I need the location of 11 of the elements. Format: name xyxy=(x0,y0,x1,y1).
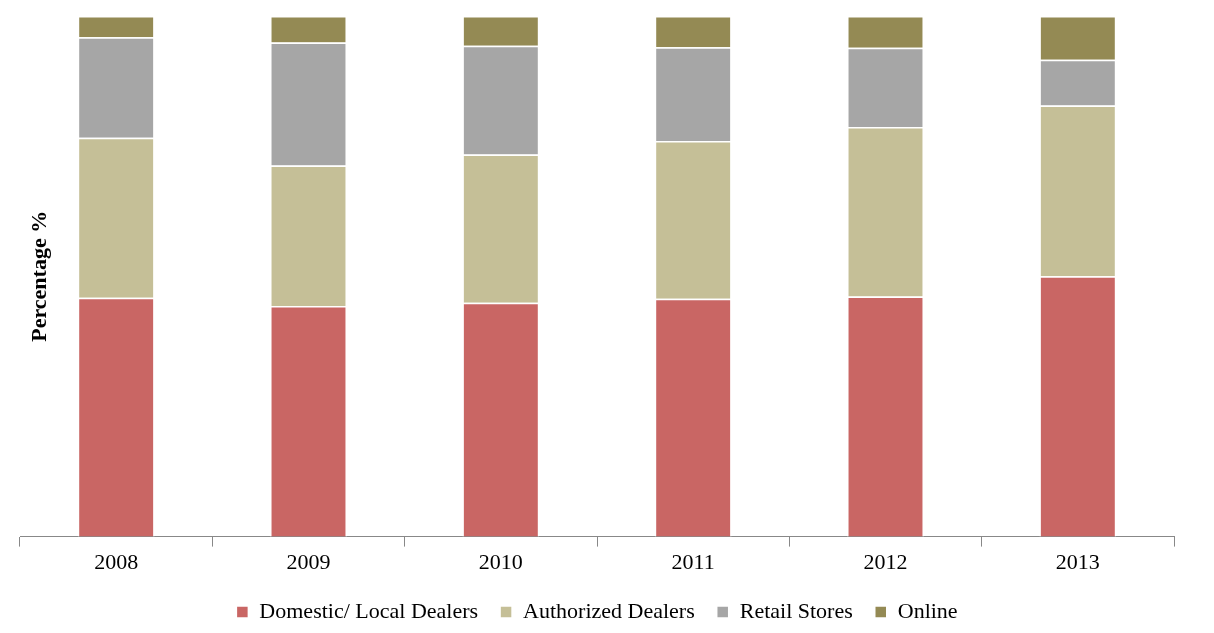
x-tick-label: 2010 xyxy=(478,548,523,574)
y-axis-title: Percentage % xyxy=(25,210,51,342)
legend-label: Domestic/ Local Dealers xyxy=(259,597,479,623)
x-tick-label: 2008 xyxy=(94,548,139,574)
legend-label: Online xyxy=(897,597,958,623)
legend-label: Authorized Dealers xyxy=(523,597,695,623)
x-tick-label: 2013 xyxy=(1055,548,1100,574)
legend-label: Retail Stores xyxy=(739,597,853,623)
x-tick-label: 2011 xyxy=(671,548,715,574)
x-tick-label: 2009 xyxy=(286,548,331,574)
x-tick-label: 2012 xyxy=(863,548,908,574)
